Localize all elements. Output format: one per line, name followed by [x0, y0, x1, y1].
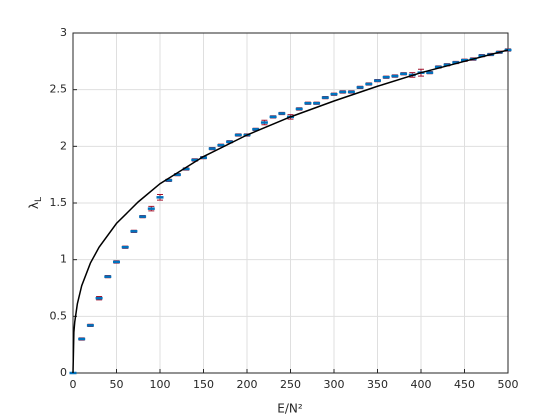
- curve: [72, 49, 509, 374]
- x-tick-label: 350: [367, 378, 388, 391]
- x-axis-label: E/N²: [277, 402, 303, 416]
- x-tick-label: 300: [324, 378, 345, 391]
- y-axis-label: λL: [27, 197, 44, 209]
- plot-frame: [72, 32, 509, 374]
- x-tick-label: 100: [150, 378, 171, 391]
- y-tick-label: 1.5: [50, 196, 68, 209]
- y-axis-label-subscript: L: [34, 197, 44, 202]
- y-tick-label: 3: [60, 26, 67, 39]
- y-axis-label-main: λ: [27, 202, 41, 209]
- x-tick-label: 150: [193, 378, 214, 391]
- x-tick-label: 200: [237, 378, 258, 391]
- x-tick-label: 500: [498, 378, 519, 391]
- y-tick-label: 2.5: [50, 83, 68, 96]
- x-tick-label: 250: [280, 378, 301, 391]
- x-tick-label: 400: [411, 378, 432, 391]
- x-tick-label: 50: [110, 378, 124, 391]
- y-tick-label: 0: [60, 366, 67, 379]
- y-tick-label: 0.5: [50, 309, 68, 322]
- x-tick-label: 0: [70, 378, 77, 391]
- x-tick-label: 450: [454, 378, 475, 391]
- y-tick-label: 2: [60, 139, 67, 152]
- y-tick-label: 1: [60, 253, 67, 266]
